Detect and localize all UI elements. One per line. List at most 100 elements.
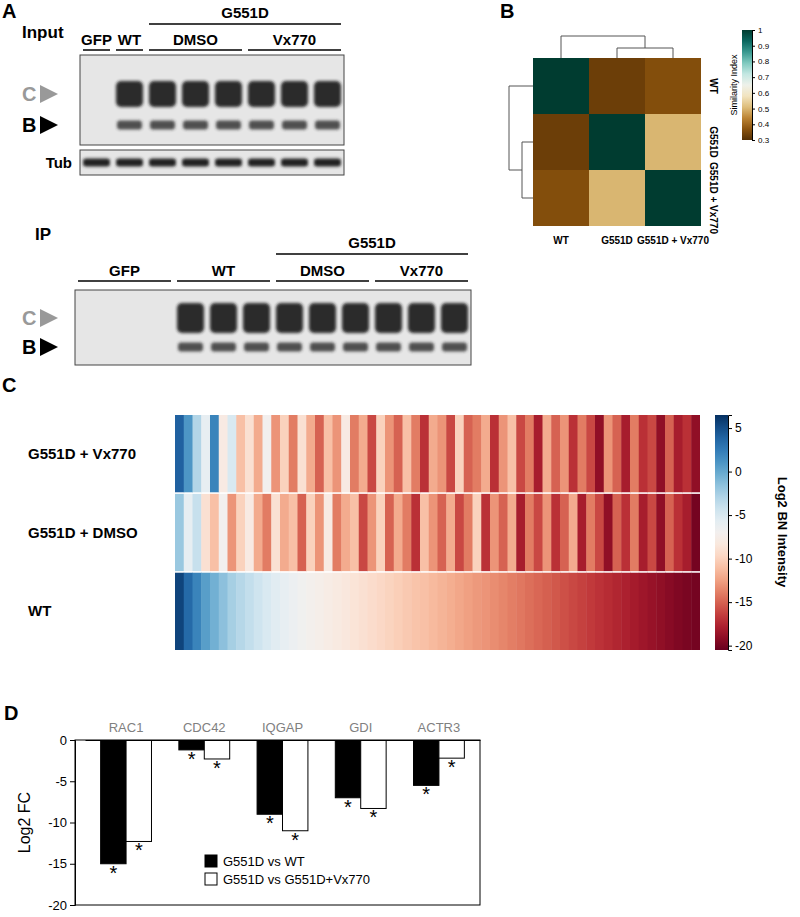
band-c: [149, 81, 176, 107]
cell: [403, 494, 412, 571]
tick: -10: [48, 815, 75, 830]
cell: [648, 494, 657, 571]
cell: [683, 573, 692, 650]
tick-label: 0.9: [758, 42, 770, 51]
cell: [630, 494, 639, 571]
lane-label: Vx770: [400, 262, 443, 279]
lane-bracket: [116, 49, 143, 51]
cell: [315, 494, 324, 571]
cell: [508, 573, 517, 650]
cell: [306, 415, 315, 492]
group-label: G551D: [221, 4, 269, 21]
cell: [534, 573, 543, 650]
cell: [648, 415, 657, 492]
cell: [691, 494, 700, 571]
cell: [665, 494, 674, 571]
cell: [645, 114, 701, 170]
cell: [639, 573, 648, 650]
cell: [516, 573, 525, 650]
cell: [656, 573, 665, 650]
band-c: [342, 303, 369, 333]
cell: [595, 573, 604, 650]
cell: [341, 573, 350, 650]
loading-band: [281, 159, 308, 167]
cell: [289, 494, 298, 571]
cell: [201, 573, 210, 650]
tick: 5: [728, 421, 742, 435]
band-b: [343, 343, 368, 352]
cells: [533, 58, 701, 226]
cell: [210, 573, 219, 650]
bar: [414, 740, 439, 785]
bar: [126, 740, 151, 841]
tick-label: 0: [60, 733, 67, 748]
lane-bracket: [375, 280, 468, 282]
cell: [350, 415, 359, 492]
cell: [429, 573, 438, 650]
cell: [613, 573, 622, 650]
tick-mark: [728, 559, 732, 560]
tick: RAC1: [109, 720, 144, 735]
lane-label: DMSO: [300, 262, 345, 279]
tick-mark: [728, 515, 732, 516]
panel-letter: C: [2, 374, 16, 396]
cell: [630, 573, 639, 650]
cell: [560, 494, 569, 571]
cell: [245, 415, 254, 492]
cell: [455, 573, 464, 650]
band-c: [182, 81, 209, 107]
band-b: [150, 121, 175, 130]
marker-arrow: [40, 116, 58, 134]
row-label: G551D: [708, 126, 719, 158]
tick-label: -15: [48, 856, 67, 871]
cell: [368, 494, 377, 571]
cell: [385, 573, 394, 650]
tick-mark: [752, 109, 755, 110]
cell: [683, 415, 692, 492]
legend: G551D vs WTG551D vs G551D+Vx770: [205, 854, 370, 887]
colorbar-title: Similarity Index: [729, 54, 739, 116]
cell: [438, 573, 447, 650]
tick: 0.7: [752, 73, 770, 82]
colorbar: [715, 415, 728, 650]
cell: [193, 573, 202, 650]
tick: 0: [60, 733, 75, 748]
cell: [385, 415, 394, 492]
cell: [350, 494, 359, 571]
tick: 1: [752, 26, 763, 35]
cell: [586, 494, 595, 571]
cell: [543, 494, 552, 571]
tick-label: -5: [735, 508, 746, 522]
cell: [446, 494, 455, 571]
tick-mark: [752, 46, 755, 47]
cell: [193, 415, 202, 492]
tick-mark: [752, 93, 755, 94]
cell: [263, 573, 272, 650]
cell: [315, 415, 324, 492]
cell: [691, 415, 700, 492]
tick-label: -20: [48, 898, 67, 913]
cell: [411, 573, 420, 650]
cell: [411, 494, 420, 571]
band-b: [376, 343, 401, 352]
cell: [604, 573, 613, 650]
band-c: [276, 303, 303, 333]
cell: [586, 573, 595, 650]
significance: *: [188, 748, 196, 770]
cell: [324, 573, 333, 650]
cell: [656, 415, 665, 492]
axis-line: [70, 741, 76, 906]
bar: [361, 740, 386, 808]
legend-label: G551D vs G551D+Vx770: [223, 872, 370, 887]
cell: [245, 573, 254, 650]
band-b: [409, 343, 434, 352]
significance: *: [135, 839, 143, 861]
tick: GDI: [349, 720, 372, 735]
cell: [193, 494, 202, 571]
cell: [645, 170, 701, 226]
bar: [283, 740, 308, 831]
significance: *: [448, 756, 456, 778]
tick-label: 0.6: [758, 89, 770, 98]
cell: [184, 573, 193, 650]
cell: [298, 573, 307, 650]
